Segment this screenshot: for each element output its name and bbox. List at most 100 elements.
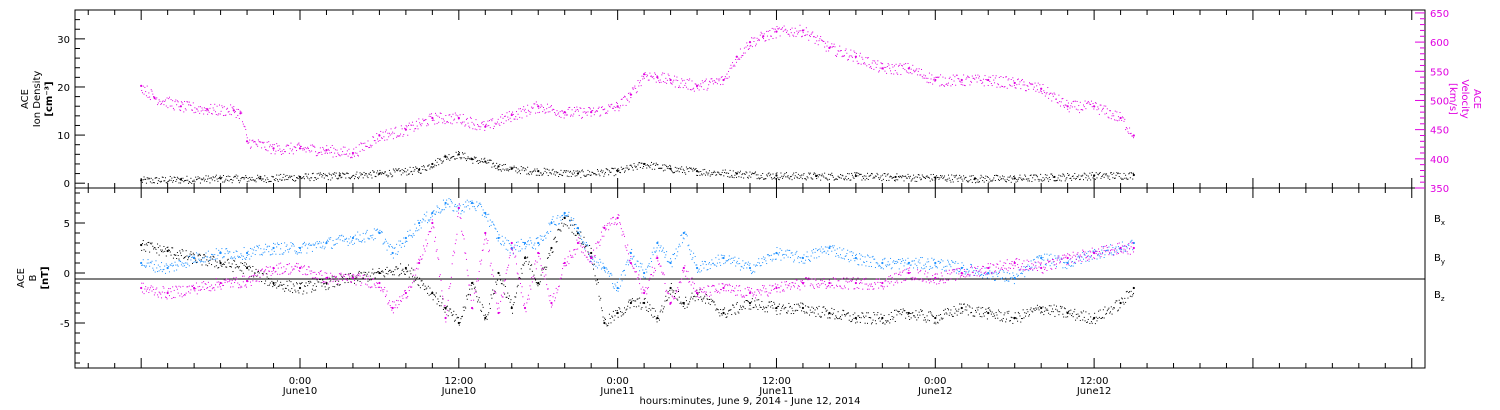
trace-dot-velocity <box>469 127 471 129</box>
trace-dot-ion-density <box>733 177 735 179</box>
trace-dot-by <box>611 274 613 276</box>
trace-dot-ion-density <box>1028 178 1030 180</box>
trace-dot-bx <box>760 306 762 308</box>
trace-dot-velocity <box>869 67 871 69</box>
trace-dot-ion-density <box>1030 174 1032 176</box>
trace-dot-ion-density <box>485 161 487 163</box>
trace-dot-velocity <box>1091 106 1093 108</box>
trace-dot-velocity <box>1097 106 1099 108</box>
trace-dot-bx <box>716 308 718 310</box>
trace-dot-velocity <box>985 79 987 81</box>
trace-dot-by <box>490 224 492 226</box>
trace-dot-bx <box>526 257 528 259</box>
trace-dot-ion-density <box>244 177 246 179</box>
trace-dot-bx <box>874 314 876 316</box>
trace-dot-ion-density <box>311 177 313 179</box>
data-point-bx-17 <box>510 306 513 310</box>
trace-dot-ion-density <box>811 178 813 180</box>
trace-dot-by <box>249 247 251 249</box>
trace-dot-bx <box>656 321 658 323</box>
trace-dot-ion-density <box>162 176 164 178</box>
trace-dot-bx <box>981 316 983 318</box>
trace-dot-ion-density <box>499 163 501 165</box>
trace-dot-bx <box>1040 312 1042 314</box>
trace-dot-bx <box>519 278 521 280</box>
trace-dot-velocity <box>1026 84 1028 86</box>
trace-dot-velocity <box>692 88 694 90</box>
trace-dot-by <box>575 224 577 226</box>
trace-dot-velocity <box>964 85 966 87</box>
trace-dot-ion-density <box>659 167 661 169</box>
trace-dot-velocity <box>939 85 941 87</box>
trace-dot-velocity <box>406 126 408 128</box>
trace-dot-velocity <box>193 112 195 114</box>
trace-dot-velocity <box>1056 98 1057 100</box>
trace-dot-ion-density <box>902 175 904 177</box>
trace-dot-velocity <box>150 89 152 91</box>
trace-dot-by <box>338 237 340 239</box>
trace-dot-velocity <box>574 111 576 113</box>
trace-dot-bx <box>342 278 344 280</box>
trace-dot-ion-density <box>715 174 717 176</box>
trace-dot-ion-density <box>1052 175 1054 177</box>
trace-dot-bx <box>889 322 891 324</box>
trace-dot-velocity <box>338 154 340 156</box>
trace-dot-velocity <box>978 77 980 79</box>
trace-dot-bx <box>723 308 725 310</box>
trace-dot-ion-density <box>894 180 896 182</box>
trace-dot-bx <box>722 309 724 311</box>
trace-dot-bx <box>936 315 938 317</box>
trace-dot-by <box>536 237 538 239</box>
trace-dot-ion-density <box>293 175 295 177</box>
trace-dot-velocity <box>811 32 813 34</box>
trace-dot-velocity <box>578 114 580 116</box>
trace-dot-ion-density <box>276 174 278 176</box>
trace-dot-velocity <box>230 104 232 106</box>
trace-dot-velocity <box>612 107 614 109</box>
trace-dot-ion-density <box>1090 179 1092 181</box>
trace-dot-by <box>595 265 597 267</box>
trace-dot-by <box>207 256 209 258</box>
trace-dot-bx <box>1033 308 1035 310</box>
trace-dot-velocity <box>492 127 494 129</box>
trace-dot-bx <box>693 296 695 298</box>
trace-dot-ion-density <box>190 177 192 179</box>
data-point-bx-37 <box>854 316 857 320</box>
trace-dot-by <box>413 234 415 236</box>
trace-dot-ion-density <box>321 176 323 178</box>
trace-dot-bx <box>304 285 306 287</box>
trace-dot-bx <box>345 273 347 275</box>
trace-dot-ion-density <box>617 168 619 170</box>
trace-dot-velocity <box>790 32 792 34</box>
trace-dot-bx <box>640 308 642 310</box>
trace-dot-bx <box>908 315 910 317</box>
trace-dot-by <box>594 256 596 258</box>
trace-dot-by <box>707 268 709 270</box>
trace-dot-by <box>589 260 591 262</box>
trace-dot-bx <box>1065 316 1067 318</box>
trace-dot-velocity <box>262 142 264 144</box>
trace-dot-bx <box>989 309 991 311</box>
trace-dot-bx <box>830 313 832 315</box>
trace-dot-velocity <box>307 148 309 150</box>
trace-dot-velocity <box>780 28 782 30</box>
trace-dot-by <box>154 271 156 273</box>
trace-dot-velocity <box>992 75 994 77</box>
trace-dot-velocity <box>728 70 730 72</box>
trace-dot-velocity <box>1059 101 1061 103</box>
trace-dot-ion-density <box>670 165 672 167</box>
trace-dot-bx <box>884 323 886 325</box>
trace-dot-bx <box>1053 304 1055 306</box>
trace-dot-velocity <box>392 131 394 133</box>
trace-dot-bx <box>591 256 593 258</box>
trace-dot-velocity <box>298 142 300 144</box>
trace-dot-by <box>708 263 710 265</box>
trace-dot-ion-density <box>581 170 583 172</box>
trace-dot-velocity <box>828 47 830 49</box>
trace-dot-velocity <box>726 73 728 75</box>
trace-dot-bx <box>554 236 556 238</box>
trace-dot-by <box>405 240 407 242</box>
trace-dot-by <box>376 229 378 231</box>
trace-dot-by <box>635 265 637 267</box>
trace-dot-ion-density <box>373 171 375 173</box>
